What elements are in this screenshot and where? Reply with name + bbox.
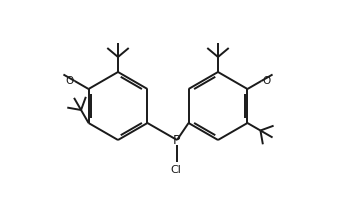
Text: O: O (262, 76, 270, 86)
Text: P: P (173, 134, 181, 146)
Text: O: O (65, 76, 74, 86)
Text: Cl: Cl (171, 165, 182, 175)
